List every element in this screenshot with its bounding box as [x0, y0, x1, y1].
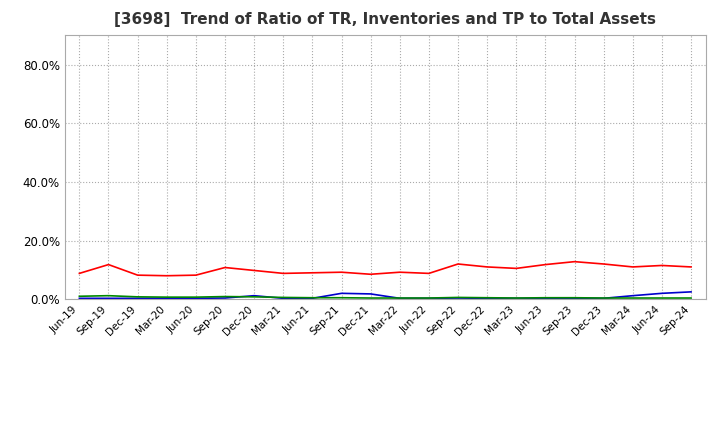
Inventories	[279, 296, 287, 301]
Trade Receivables	[454, 261, 462, 267]
Line: Trade Receivables: Trade Receivables	[79, 262, 691, 276]
Trade Payables	[483, 295, 492, 301]
Inventories	[454, 295, 462, 301]
Inventories	[104, 296, 113, 301]
Title: [3698]  Trend of Ratio of TR, Inventories and TP to Total Assets: [3698] Trend of Ratio of TR, Inventories…	[114, 12, 656, 27]
Trade Payables	[512, 295, 521, 301]
Inventories	[337, 291, 346, 296]
Inventories	[133, 296, 142, 301]
Trade Receivables	[75, 271, 84, 276]
Trade Payables	[687, 295, 696, 301]
Trade Receivables	[541, 262, 550, 267]
Inventories	[366, 291, 375, 297]
Trade Payables	[366, 295, 375, 301]
Trade Receivables	[279, 271, 287, 276]
Trade Payables	[570, 295, 579, 301]
Inventories	[220, 295, 229, 301]
Trade Payables	[308, 295, 317, 301]
Trade Receivables	[483, 264, 492, 270]
Inventories	[425, 296, 433, 301]
Inventories	[657, 291, 666, 296]
Inventories	[308, 296, 317, 301]
Trade Payables	[629, 295, 637, 301]
Trade Payables	[541, 295, 550, 301]
Trade Payables	[337, 295, 346, 301]
Inventories	[192, 296, 200, 301]
Trade Payables	[657, 295, 666, 301]
Inventories	[75, 296, 84, 301]
Trade Receivables	[366, 271, 375, 277]
Trade Receivables	[657, 263, 666, 268]
Inventories	[599, 296, 608, 301]
Inventories	[570, 296, 579, 301]
Trade Payables	[192, 294, 200, 300]
Inventories	[395, 296, 404, 301]
Trade Payables	[250, 294, 258, 300]
Trade Receivables	[104, 262, 113, 267]
Trade Receivables	[250, 268, 258, 273]
Trade Receivables	[629, 264, 637, 270]
Trade Payables	[104, 293, 113, 298]
Inventories	[512, 296, 521, 301]
Trade Receivables	[599, 261, 608, 267]
Inventories	[483, 296, 492, 301]
Trade Receivables	[337, 270, 346, 275]
Trade Receivables	[163, 273, 171, 279]
Inventories	[163, 296, 171, 301]
Inventories	[541, 296, 550, 301]
Trade Receivables	[192, 272, 200, 278]
Trade Receivables	[570, 259, 579, 264]
Trade Payables	[220, 294, 229, 299]
Trade Payables	[454, 295, 462, 300]
Inventories	[687, 289, 696, 294]
Trade Receivables	[395, 270, 404, 275]
Trade Receivables	[512, 266, 521, 271]
Line: Inventories: Inventories	[79, 292, 691, 298]
Trade Payables	[75, 293, 84, 299]
Inventories	[250, 293, 258, 298]
Line: Trade Payables: Trade Payables	[79, 296, 691, 298]
Trade Receivables	[308, 270, 317, 275]
Inventories	[629, 293, 637, 298]
Trade Payables	[163, 294, 171, 300]
Trade Payables	[599, 295, 608, 301]
Trade Receivables	[133, 272, 142, 278]
Trade Payables	[425, 295, 433, 301]
Trade Payables	[279, 295, 287, 300]
Trade Receivables	[220, 265, 229, 270]
Trade Payables	[133, 294, 142, 300]
Trade Payables	[395, 295, 404, 301]
Trade Receivables	[687, 264, 696, 270]
Trade Receivables	[425, 271, 433, 276]
